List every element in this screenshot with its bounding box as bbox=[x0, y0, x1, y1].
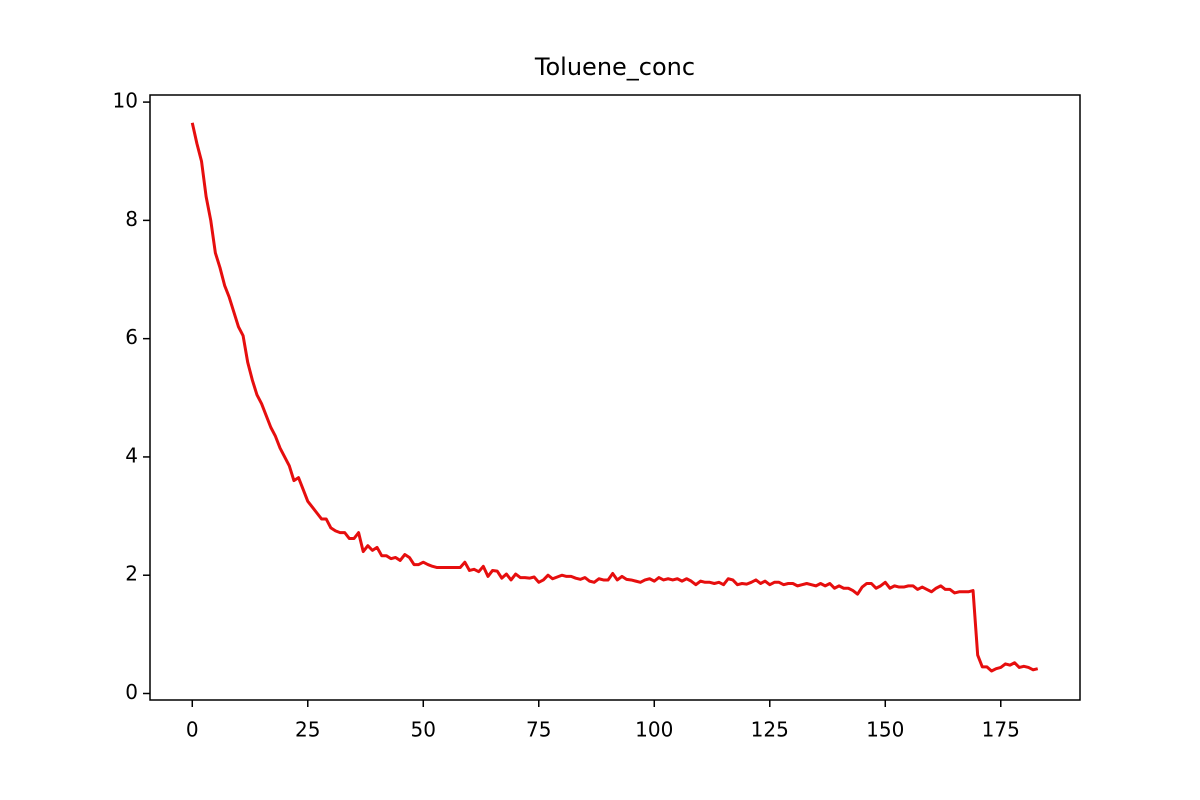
x-tick-label: 100 bbox=[635, 718, 673, 742]
x-tick-label: 25 bbox=[295, 718, 320, 742]
y-tick-label: 6 bbox=[125, 325, 138, 349]
x-tick-label: 75 bbox=[526, 718, 551, 742]
x-tick-label: 0 bbox=[186, 718, 199, 742]
y-tick-label: 10 bbox=[113, 89, 138, 113]
y-tick-label: 0 bbox=[125, 680, 138, 704]
line bbox=[190, 122, 1039, 673]
x-tick-label: 50 bbox=[411, 718, 436, 742]
plot-frame bbox=[149, 94, 1081, 701]
x-tick-label: 125 bbox=[751, 718, 789, 742]
y-tick-label: 4 bbox=[125, 443, 138, 467]
y-tick-label: 2 bbox=[125, 562, 138, 586]
x-tick-label: 150 bbox=[866, 718, 904, 742]
chart-title: Toluene_conc bbox=[534, 53, 695, 81]
y-tick-label: 8 bbox=[125, 207, 138, 231]
x-tick-label: 175 bbox=[982, 718, 1020, 742]
